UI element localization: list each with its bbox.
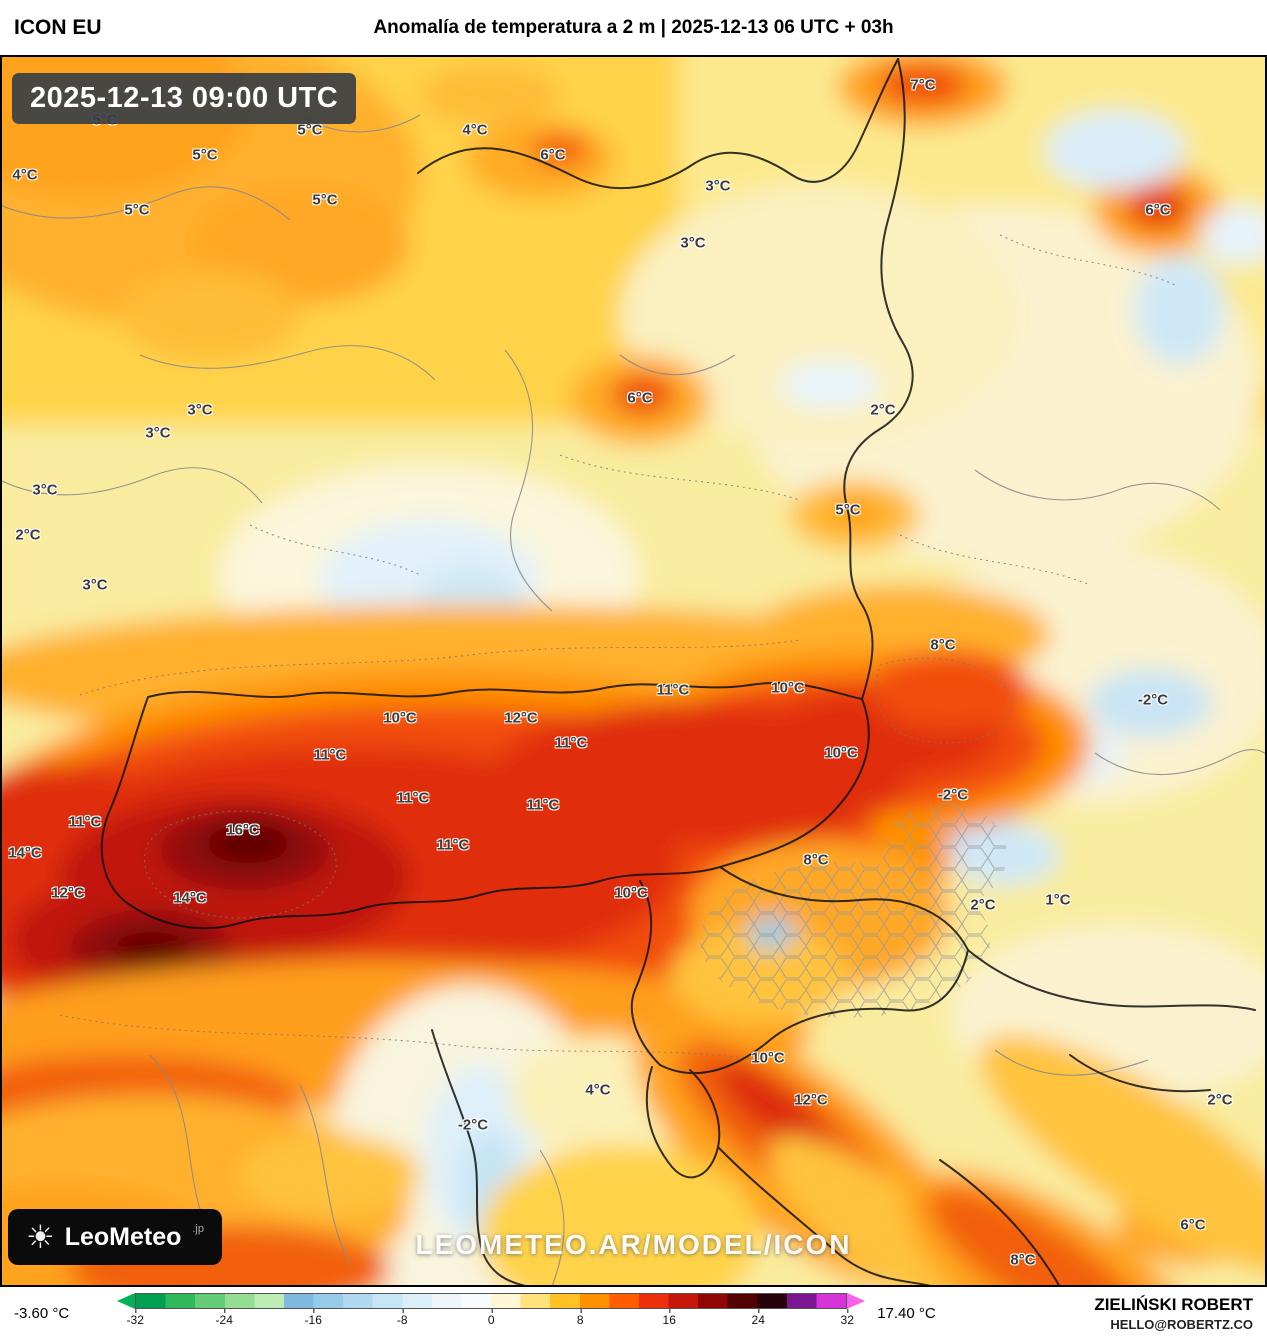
colorbar-tick-label: 24 — [751, 1309, 765, 1327]
colorbar-tick-label: 32 — [840, 1309, 854, 1327]
municipal-mesh — [700, 803, 1007, 1018]
logo-suffix: .jp — [192, 1223, 204, 1235]
map-frame — [0, 55, 1267, 1287]
credit-block: ZIELIŃSKI ROBERT HELLO@ROBERTZ.CO — [1094, 1295, 1253, 1332]
anomaly-map: 5°C5°C4°C6°C7°C5°C4°C5°C3°C5°C6°C3°C6°C3… — [0, 55, 1267, 1287]
colorbar: -32 -24 -16 -8 0 8 16 24 32 — [117, 1293, 866, 1327]
page-title: Anomalía de temperatura a 2 m | 2025-12-… — [373, 16, 894, 38]
colorbar-max-label: 17.40 °C — [877, 1304, 936, 1322]
country-borders — [100, 58, 1256, 1287]
contour-dashes — [59, 234, 1176, 1061]
logo-brand: LeoMeteo — [64, 1222, 182, 1251]
colorbar-tick-label: -24 — [215, 1309, 233, 1327]
colorbar-ticks: -32 -24 -16 -8 0 8 16 24 32 — [127, 1309, 854, 1327]
colorbar-tick-label: 0 — [487, 1309, 495, 1327]
header-bar: ICON EU Anomalía de temperatura a 2 m | … — [0, 0, 1267, 55]
sun-icon: ☀ — [26, 1219, 55, 1255]
anomaly-field-svg — [0, 55, 1267, 1287]
colorbar-tick-label: -16 — [304, 1309, 322, 1327]
colorbar-right-arrow — [847, 1293, 866, 1309]
colorbar-tick-label: 8 — [576, 1309, 584, 1327]
timestamp-badge: 2025-12-13 09:00 UTC — [12, 73, 357, 124]
bottom-bar: -3.60 °C -32 -24 -16 -8 0 8 16 24 32 17.40 °C ZI… — [0, 1287, 1267, 1339]
colorbar-left-arrow — [117, 1293, 136, 1309]
model-name: ICON EU — [14, 15, 102, 39]
colorbar-tick-label: 16 — [662, 1309, 676, 1327]
leometeo-logo: ☀ LeoMeteo .jp — [8, 1209, 222, 1265]
colorbar-min-label: -3.60 °C — [14, 1304, 70, 1322]
credit-name: ZIELIŃSKI ROBERT — [1094, 1294, 1253, 1314]
colorbar-tick-label: -32 — [126, 1309, 144, 1327]
colorbar-tick-label: -8 — [396, 1309, 408, 1327]
watermark-text: LEOMETEO.AR/MODEL/ICON — [415, 1229, 852, 1260]
credit-email: HELLO@ROBERTZ.CO — [1110, 1316, 1253, 1332]
base-field — [0, 55, 1267, 1287]
colorbar-gradient — [135, 1293, 848, 1309]
